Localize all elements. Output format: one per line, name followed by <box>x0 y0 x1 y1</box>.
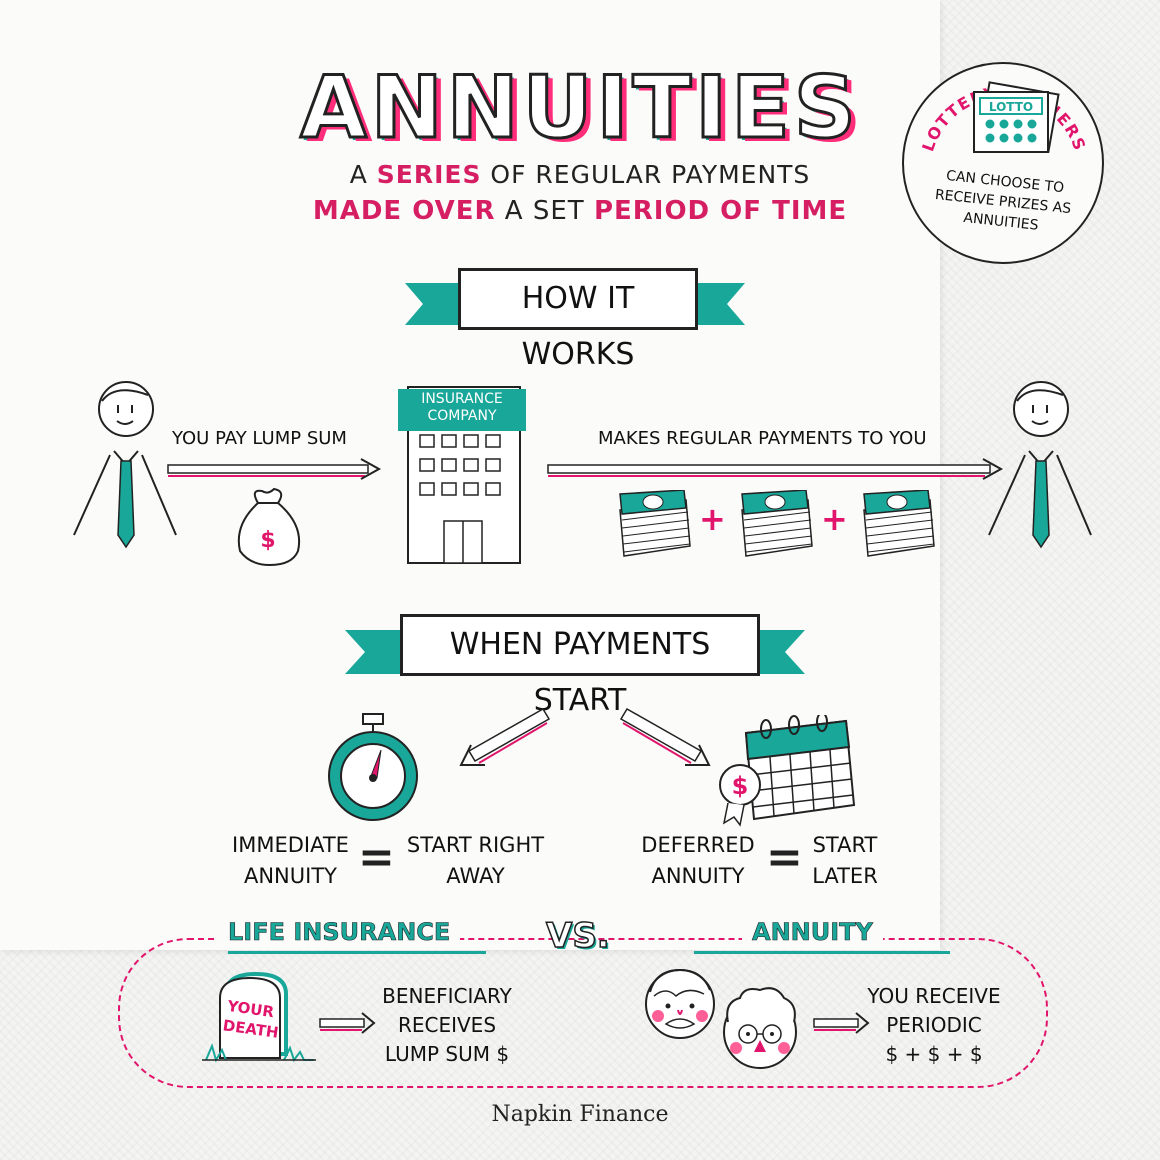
start-right-away-label: START RIGHT AWAY <box>398 830 553 892</box>
label-line: DEFERRED <box>641 833 755 857</box>
equals-sign: = <box>766 832 803 883</box>
insurance-company-label: INSURANCE COMPANY <box>398 391 526 425</box>
label-line: $ + $ + $ <box>885 1042 983 1066</box>
label-line: ANNUITY <box>243 864 337 888</box>
how-it-works-banner: HOW IT WORKS <box>458 268 698 372</box>
you-pay-label: YOU PAY LUMP SUM <box>172 428 347 449</box>
arrow-right-icon <box>167 458 382 480</box>
insurance-label-line: INSURANCE <box>421 391 503 407</box>
arrow-down-left-icon <box>459 707 551 766</box>
immediate-annuity-label: IMMEDIATE ANNUITY <box>228 830 353 892</box>
arrow-down-right-icon <box>619 707 711 766</box>
brand-footer: Napkin Finance <box>491 1102 669 1127</box>
cash-stack <box>863 490 935 557</box>
elderly-man-icon <box>645 968 715 1039</box>
lotto-label: LOTTO <box>989 100 1033 114</box>
how-banner-ribbon <box>405 283 745 325</box>
you-receive-text: YOU RECEIVE PERIODIC $ + $ + $ <box>860 982 1008 1069</box>
deferred-annuity-label: DEFERRED ANNUITY <box>638 830 758 892</box>
annuity-underline <box>694 951 950 954</box>
life-insurance-heading: LIFE INSURANCE <box>218 918 461 946</box>
gravestone-icon: YOUR DEATH <box>202 971 316 1063</box>
subtitle-emph: PERIOD OF TIME <box>593 196 848 226</box>
dollar-sign: $ <box>260 528 275 553</box>
insurance-building-icon <box>398 386 526 564</box>
person-icon <box>988 381 1092 549</box>
elderly-woman-icon <box>723 987 797 1069</box>
subtitle-text: OF REGULAR PAYMENTS <box>481 160 811 189</box>
person-icon <box>73 381 177 549</box>
dollar-sign: $ <box>732 772 749 800</box>
label-line: IMMEDIATE <box>232 833 349 857</box>
insurance-label-line: COMPANY <box>427 408 497 424</box>
plus-sign: + <box>699 500 726 538</box>
label-line: LUMP SUM $ <box>384 1042 510 1066</box>
start-later-label: START LATER <box>800 830 890 892</box>
label-line: AWAY <box>446 864 505 888</box>
stopwatch-icon <box>328 713 418 821</box>
label-line: START <box>812 833 878 857</box>
annuity-heading: ANNUITY <box>742 918 883 946</box>
arrow-right-long-icon <box>547 458 1004 480</box>
when-payments-banner: WHEN PAYMENTS START <box>400 614 760 718</box>
equals-sign: = <box>358 832 395 883</box>
life-insurance-underline <box>228 951 486 954</box>
subtitle-emph: SERIES <box>376 160 482 189</box>
label-line: YOU RECEIVE <box>867 984 1001 1008</box>
money-bag-icon: $ <box>237 487 300 567</box>
lottery-badge: LOTTERY WINNERS LOTTO CAN CHOOSE TO RECE… <box>902 62 1104 264</box>
subtitle-text: A <box>349 160 377 189</box>
arrow-right-icon <box>813 1012 870 1034</box>
makes-payments-label: MAKES REGULAR PAYMENTS TO YOU <box>598 428 927 449</box>
label-line: BENEFICIARY <box>382 984 512 1008</box>
label-line: PERIODIC <box>886 1013 982 1037</box>
lottery-arc: LOTTERY WINNERS LOTTO <box>918 81 1088 154</box>
vs-label: VS. <box>545 915 610 957</box>
page-title: ANNUITIES <box>299 57 860 160</box>
subtitle-line-1: A SERIES OF REGULAR PAYMENTS <box>300 160 860 189</box>
subtitle-text: A SET <box>495 196 594 226</box>
label-line: LATER <box>812 864 878 888</box>
cash-stack <box>619 490 691 557</box>
cash-stacks-icon <box>619 490 935 557</box>
plus-sign: + <box>821 500 848 538</box>
elderly-couple-icon <box>645 968 797 1069</box>
label-line: RECEIVES <box>397 1013 497 1037</box>
comparison-box <box>118 938 1048 1088</box>
cash-stack <box>741 490 813 557</box>
calendar-icon: $ <box>719 715 856 827</box>
beneficiary-text: BENEFICIARY RECEIVES LUMP SUM $ <box>372 982 522 1069</box>
label-line: ANNUITY <box>651 864 745 888</box>
subtitle-emph: MADE OVER <box>312 196 496 226</box>
lotto-ticket-icon: LOTTO <box>973 81 1060 153</box>
label-line: START RIGHT <box>406 833 545 857</box>
arrow-right-icon <box>319 1012 376 1034</box>
subtitle-line-2: MADE OVER A SET PERIOD OF TIME <box>300 196 860 226</box>
